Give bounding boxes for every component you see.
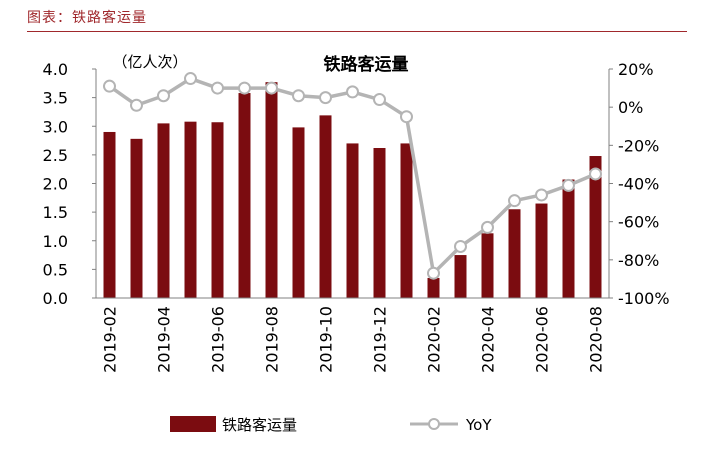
left-tick-label: 3.0: [43, 117, 68, 136]
x-tick-label: 2020-06: [533, 306, 552, 373]
yoy-point-2020-05: [508, 194, 521, 208]
yoy-point-2020-02: [427, 266, 440, 280]
x-tick-label: 2020-04: [479, 306, 498, 373]
yoy-point-2020-06: [535, 188, 548, 202]
right-tick-label: -100%: [618, 289, 670, 308]
right-tick-label: 0%: [618, 98, 643, 117]
bar-2020-04: [481, 233, 494, 298]
left-tick-label: 3.5: [43, 89, 68, 108]
plot-area: [103, 72, 602, 299]
left-tick-label: 4.0: [43, 60, 68, 79]
axes: 0.0 0.5 1.0 1.5 2.0 2.5 3.0 3.5 4.0 -100% -80% -60%…: [43, 60, 670, 373]
bar-2020-03: [454, 255, 467, 298]
yoy-point-2020-01: [400, 110, 413, 124]
yoy-point-2020-04: [481, 220, 494, 234]
bar-2019-12: [373, 148, 386, 298]
x-tick-label: 2019-02: [101, 306, 120, 373]
yoy-point-2020-07: [562, 178, 575, 192]
legend-label-line: YoY: [465, 416, 492, 434]
yoy-point-2019-11: [346, 85, 359, 99]
yoy-point-2019-09: [292, 89, 305, 103]
left-axis-unit: （亿人次）: [112, 53, 187, 71]
left-tick-label: 0.0: [43, 289, 68, 308]
legend-marker-line: [428, 418, 440, 430]
bar-2019-04: [157, 123, 170, 298]
bar-2019-05: [184, 121, 197, 298]
yoy-point-2019-08: [265, 81, 278, 95]
bar-2019-11: [346, 143, 359, 298]
right-tick-label: -40%: [618, 175, 659, 194]
bar-2020-08: [589, 156, 602, 298]
left-tick-label: 1.0: [43, 232, 68, 251]
left-tick-label: 1.5: [43, 203, 68, 222]
yoy-point-2019-12: [373, 93, 386, 107]
x-tick-label: 2019-06: [209, 306, 228, 373]
bar-2020-01: [400, 143, 413, 298]
legend-label-bar: 铁路客运量: [222, 416, 297, 434]
x-tick-label: 2019-04: [155, 306, 174, 373]
yoy-point-2019-07: [238, 81, 251, 95]
bar-2019-07: [238, 93, 251, 298]
right-tick-label: -80%: [618, 251, 659, 270]
bar-2019-03: [130, 138, 143, 298]
x-tick-label: 2020-08: [587, 306, 606, 373]
bar-2019-02: [103, 131, 116, 298]
bar-2019-10: [319, 115, 332, 298]
bar-2019-06: [211, 122, 224, 299]
legend: 铁路客运量 YoY: [170, 416, 492, 434]
bar-2020-05: [508, 209, 521, 298]
bar-2020-02: [427, 277, 440, 298]
left-tick-label: 0.5: [43, 260, 68, 279]
x-tick-label: 2020-02: [425, 306, 444, 373]
right-tick-label: -20%: [618, 136, 659, 155]
right-tick-label: 20%: [618, 60, 654, 79]
bar-2020-06: [535, 203, 548, 298]
yoy-point-2019-05: [184, 72, 197, 86]
left-tick-label: 2.5: [43, 146, 68, 165]
left-tick-label: 2.0: [43, 175, 68, 194]
yoy-point-2020-03: [454, 239, 467, 253]
yoy-point-2019-02: [103, 79, 116, 93]
chart-title: 铁路客运量: [324, 54, 409, 75]
right-tick-label: -60%: [618, 213, 659, 232]
yoy-point-2019-04: [157, 89, 170, 103]
yoy-point-2020-08: [589, 167, 602, 181]
x-tick-label: 2019-08: [263, 306, 282, 373]
legend-swatch-bar: [170, 416, 216, 432]
yoy-point-2019-10: [319, 91, 332, 105]
yoy-point-2019-03: [130, 98, 143, 112]
figure-caption: 图表：铁路客运量: [27, 10, 147, 26]
bar-2019-08: [265, 82, 278, 298]
x-tick-label: 2019-12: [371, 306, 390, 373]
x-tick-label: 2019-10: [317, 306, 336, 373]
bar-2020-07: [562, 179, 575, 298]
caption-divider: [27, 31, 687, 32]
bar-2019-09: [292, 127, 305, 299]
yoy-point-2019-06: [211, 81, 224, 95]
